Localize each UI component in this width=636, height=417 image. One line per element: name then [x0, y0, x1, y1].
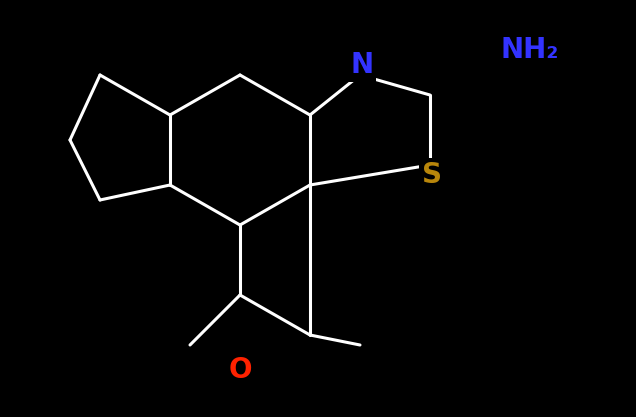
- Text: N: N: [350, 51, 373, 79]
- Text: O: O: [228, 356, 252, 384]
- Text: S: S: [422, 161, 442, 189]
- Text: NH₂: NH₂: [501, 36, 559, 64]
